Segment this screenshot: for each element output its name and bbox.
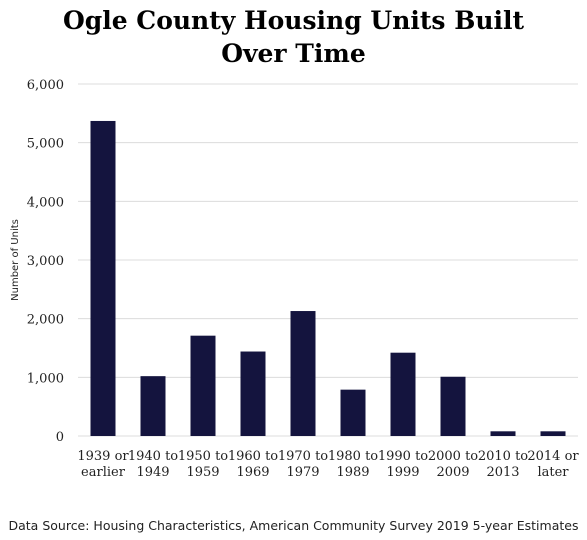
y-tick-label: 0 xyxy=(56,430,64,445)
x-tick-label: 1939 or earlier xyxy=(77,449,129,480)
y-tick-label: 4,000 xyxy=(27,195,64,210)
y-tick-label: 3,000 xyxy=(27,254,64,269)
y-tick-label: 5,000 xyxy=(27,137,64,152)
bar xyxy=(340,389,366,436)
y-tick-label: 2,000 xyxy=(27,313,64,328)
bar xyxy=(490,431,516,436)
chart-title-line-1: Ogle County Housing Units Built xyxy=(62,6,525,35)
y-tick-label: 6,000 xyxy=(27,78,64,93)
x-tick-label: 2010 to 2013 xyxy=(478,449,528,480)
x-tick-label: 1950 to 1959 xyxy=(178,449,228,480)
bar xyxy=(90,120,116,437)
x-tick-label: 1970 to 1979 xyxy=(278,449,328,480)
y-axis-label: Number of Units xyxy=(10,219,21,301)
bar xyxy=(190,335,216,436)
chart-title-line-2: Over Time xyxy=(221,39,366,68)
x-tick-label: 2000 to 2009 xyxy=(428,449,478,480)
bar xyxy=(540,431,566,436)
data-source-note: Data Source: Housing Characteristics, Am… xyxy=(8,518,579,533)
bar xyxy=(140,376,166,436)
bar-chart: 0 1,000 2,000 3,000 4,000 5,000 6,000 Number of… xyxy=(10,78,579,480)
x-tick-label: 1940 to 1949 xyxy=(128,449,178,480)
y-tick-label: 1,000 xyxy=(27,371,64,386)
x-tick-label: 1980 to 1989 xyxy=(328,449,378,480)
x-tick-label: 2014 or later xyxy=(527,449,579,480)
x-tick-label: 1960 to 1969 xyxy=(228,449,278,480)
bar xyxy=(240,351,266,436)
x-tick-label: 1990 to 1999 xyxy=(378,449,428,480)
bar xyxy=(290,311,316,436)
bar xyxy=(390,352,416,436)
chart-title: Ogle County Housing Units Built Over Tim… xyxy=(0,4,587,70)
bar xyxy=(440,376,466,436)
